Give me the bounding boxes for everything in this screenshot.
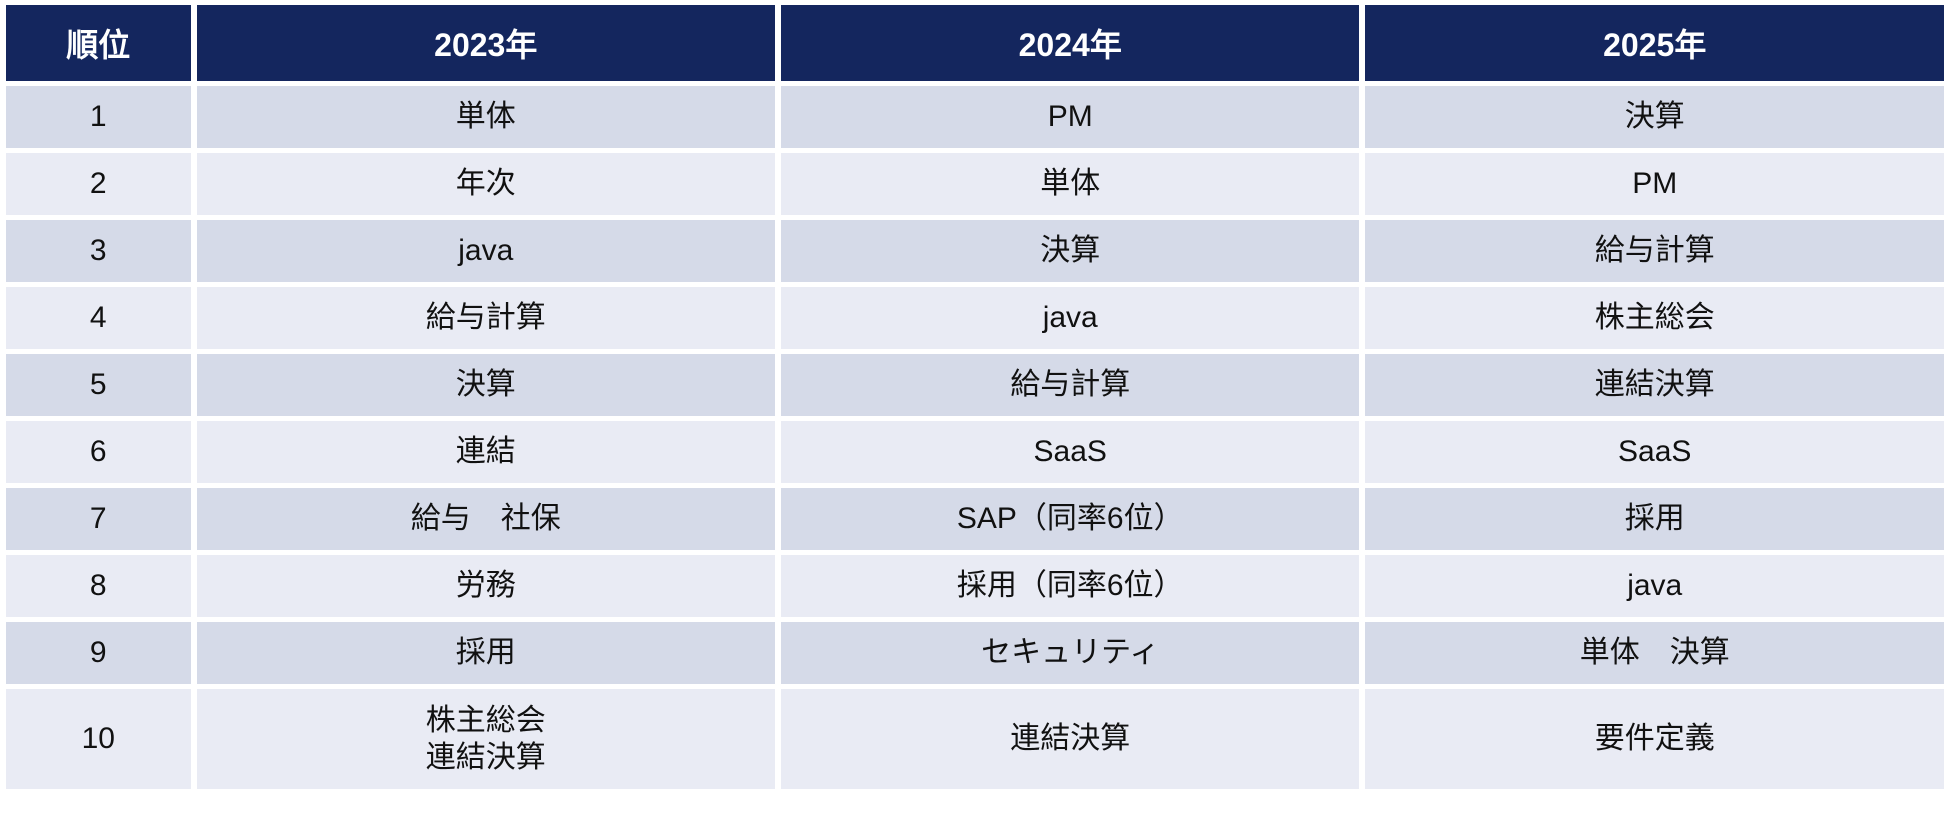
column-header-2023: 2023年 (196, 5, 775, 81)
topic-cell-2024: PM (780, 86, 1360, 148)
topic-cell-2025: java (1365, 555, 1944, 617)
topic-cell-2024: 給与計算 (780, 354, 1360, 416)
topic-cell-2023: 採用 (196, 622, 775, 684)
rank-cell: 5 (6, 354, 191, 416)
topic-cell-2024: セキュリティ (780, 622, 1360, 684)
topic-cell-2025: 要件定義 (1365, 689, 1944, 789)
column-header-2025: 2025年 (1365, 5, 1944, 81)
topic-cell-2024: 採用（同率6位） (780, 555, 1360, 617)
rank-cell: 6 (6, 421, 191, 483)
ranking-table: 順位 2023年 2024年 2025年 1 単体 PM 決算 2 年次 単体 … (6, 5, 1944, 789)
topic-cell-2023: 決算 (196, 354, 775, 416)
topic-cell-2024: 単体 (780, 153, 1360, 215)
topic-cell-2025: 連結決算 (1365, 354, 1944, 416)
topic-cell-2025: 株主総会 (1365, 287, 1944, 349)
topic-cell-2023: 年次 (196, 153, 775, 215)
topic-cell-2024: 連結決算 (780, 689, 1360, 789)
table-row-4: 4 給与計算 java 株主総会 (6, 287, 1944, 349)
rank-cell: 8 (6, 555, 191, 617)
rank-cell: 10 (6, 689, 191, 789)
rank-cell: 9 (6, 622, 191, 684)
column-header-rank: 順位 (6, 5, 191, 81)
topic-cell-2023: 株主総会 連結決算 (196, 689, 775, 789)
topic-cell-2025: SaaS (1365, 421, 1944, 483)
topic-cell-2024: 決算 (780, 220, 1360, 282)
table-row-6: 6 連結 SaaS SaaS (6, 421, 1944, 483)
topic-cell-2025: 給与計算 (1365, 220, 1944, 282)
table-row-10: 10 株主総会 連結決算 連結決算 要件定義 (6, 689, 1944, 789)
rank-cell: 1 (6, 86, 191, 148)
rank-cell: 4 (6, 287, 191, 349)
table-row-9: 9 採用 セキュリティ 単体 決算 (6, 622, 1944, 684)
topic-cell-2023: 給与 社保 (196, 488, 775, 550)
table-row-5: 5 決算 給与計算 連結決算 (6, 354, 1944, 416)
topic-cell-2025: 決算 (1365, 86, 1944, 148)
table-row-2: 2 年次 単体 PM (6, 153, 1944, 215)
column-header-2024: 2024年 (780, 5, 1360, 81)
topic-cell-2025: PM (1365, 153, 1944, 215)
topic-cell-2024: SAP（同率6位） (780, 488, 1360, 550)
topic-cell-2024: java (780, 287, 1360, 349)
topic-cell-2023: 労務 (196, 555, 775, 617)
table-row-7: 7 給与 社保 SAP（同率6位） 採用 (6, 488, 1944, 550)
topic-cell-2023: java (196, 220, 775, 282)
topic-cell-2023: 連結 (196, 421, 775, 483)
topic-cell-2024: SaaS (780, 421, 1360, 483)
table-row-8: 8 労務 採用（同率6位） java (6, 555, 1944, 617)
topic-cell-2023: 単体 (196, 86, 775, 148)
table-row-1: 1 単体 PM 決算 (6, 86, 1944, 148)
header-row: 順位 2023年 2024年 2025年 (6, 5, 1944, 81)
topic-cell-2025: 単体 決算 (1365, 622, 1944, 684)
topic-cell-2025: 採用 (1365, 488, 1944, 550)
table-row-3: 3 java 決算 給与計算 (6, 220, 1944, 282)
rank-cell: 7 (6, 488, 191, 550)
rank-cell: 3 (6, 220, 191, 282)
topic-cell-2023: 給与計算 (196, 287, 775, 349)
rank-cell: 2 (6, 153, 191, 215)
